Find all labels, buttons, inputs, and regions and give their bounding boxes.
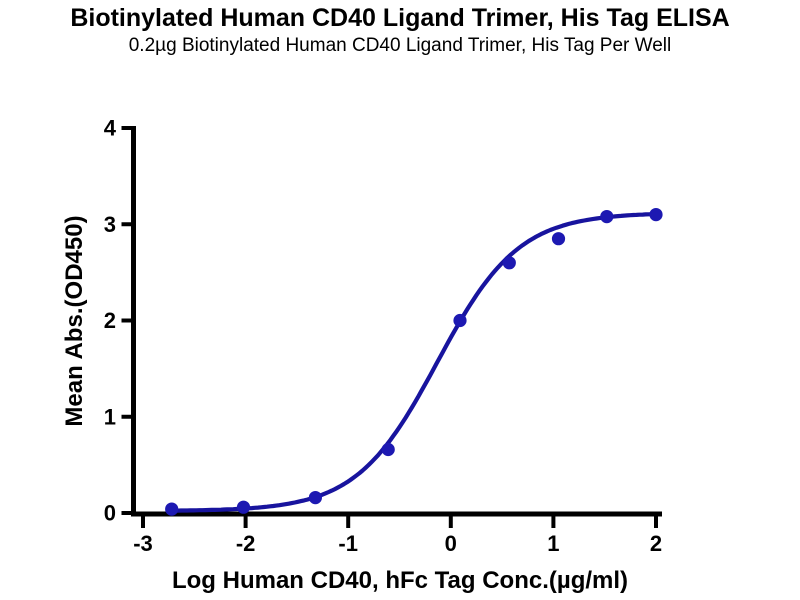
data-points (165, 208, 663, 516)
y-tick-label: 2 (104, 308, 116, 333)
data-point (165, 502, 179, 516)
y-tick-label: 1 (104, 404, 116, 429)
chart-subtitle: 0.2µg Biotinylated Human CD40 Ligand Tri… (128, 35, 672, 56)
data-point (453, 313, 467, 328)
y-axis-label: Mean Abs.(OD450) (61, 215, 88, 426)
x-tick-label: 2 (650, 531, 662, 556)
fit-curve (169, 212, 658, 513)
data-point (381, 442, 395, 457)
x-tick-label: 1 (547, 531, 559, 556)
y-axis: 0 1 2 3 4 (104, 116, 136, 526)
data-point (649, 208, 663, 222)
data-point (236, 500, 251, 514)
chart-title: Biotinylated Human CD40 Ligand Trimer, H… (70, 4, 730, 32)
x-axis-label: Log Human CD40, hFc Tag Conc.(µg/ml) (172, 567, 628, 594)
data-point (308, 491, 322, 505)
x-tick-label: -1 (338, 531, 358, 556)
y-tick-label: 0 (104, 501, 116, 526)
x-tick-label: 0 (445, 531, 457, 556)
data-point (600, 210, 614, 224)
data-point (502, 256, 516, 270)
data-point (551, 232, 566, 246)
x-axis: -3 -2 -1 0 1 2 (131, 511, 662, 556)
y-tick-label: 3 (104, 212, 116, 237)
y-tick-label: 4 (104, 116, 117, 141)
x-tick-label: -2 (236, 531, 256, 556)
x-tick-label: -3 (133, 531, 153, 556)
